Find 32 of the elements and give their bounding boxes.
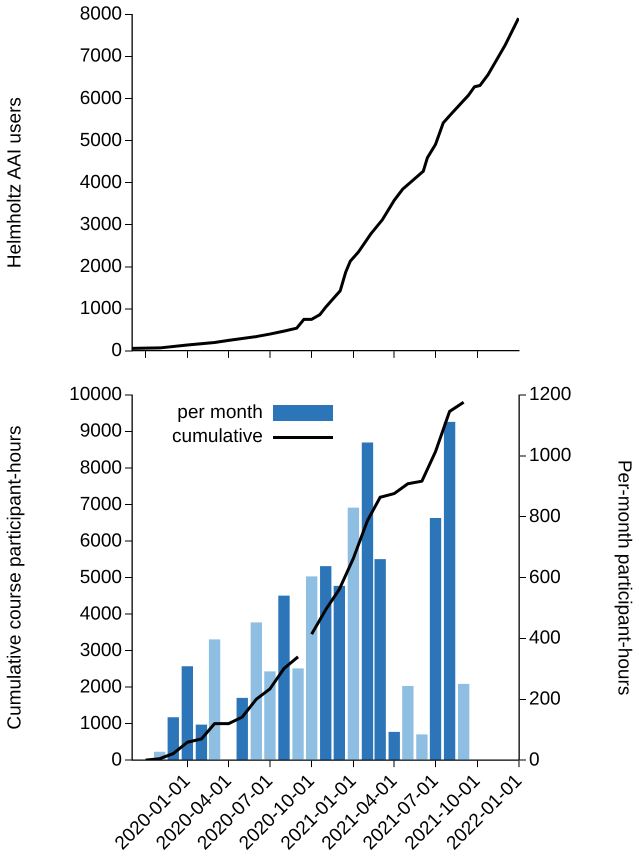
y-tick-label: 4000 — [80, 172, 122, 193]
y-tick-label: 7000 — [80, 494, 122, 515]
y-tick-label: 7000 — [80, 46, 122, 67]
y-tick-label: 3000 — [80, 640, 122, 661]
y-tick-label: 1000 — [80, 712, 122, 734]
y-tick-label: 8000 — [80, 457, 122, 478]
y-tick-label: 5000 — [80, 130, 122, 151]
y2-axis-title: Per-month participant-hours — [613, 460, 634, 696]
y2-tick-label: 800 — [529, 506, 561, 527]
y-tick-label: 0 — [111, 340, 122, 362]
y2-tick-label: 0 — [529, 749, 540, 770]
legend-label: per month — [176, 401, 263, 425]
legend-label: cumulative — [172, 425, 263, 449]
y-tick-label: 2000 — [80, 256, 122, 277]
y-tick-label: 10000 — [69, 384, 122, 406]
y-tick-label: 9000 — [80, 420, 122, 442]
y-tick-label: 4000 — [80, 603, 122, 624]
y-axis-title: Cumulative course participant-hours — [4, 426, 26, 730]
y2-tick-label: 1200 — [529, 384, 572, 406]
y-tick-label: 5000 — [80, 566, 122, 588]
y-tick-label: 8000 — [80, 4, 122, 25]
y-tick-label: 3000 — [80, 214, 122, 235]
y-tick-label: 2000 — [80, 676, 122, 698]
y-tick-label: 6000 — [80, 88, 122, 109]
y2-tick-label: 400 — [529, 628, 561, 649]
y-axis-title: Helmholtz AAI users — [4, 97, 26, 268]
y-tick-label: 0 — [111, 749, 122, 770]
y2-tick-label: 200 — [529, 688, 561, 710]
y2-tick-label: 1000 — [529, 445, 572, 466]
y-tick-label: 6000 — [80, 530, 122, 552]
y-tick-label: 1000 — [80, 298, 122, 320]
y2-tick-label: 600 — [529, 566, 561, 588]
